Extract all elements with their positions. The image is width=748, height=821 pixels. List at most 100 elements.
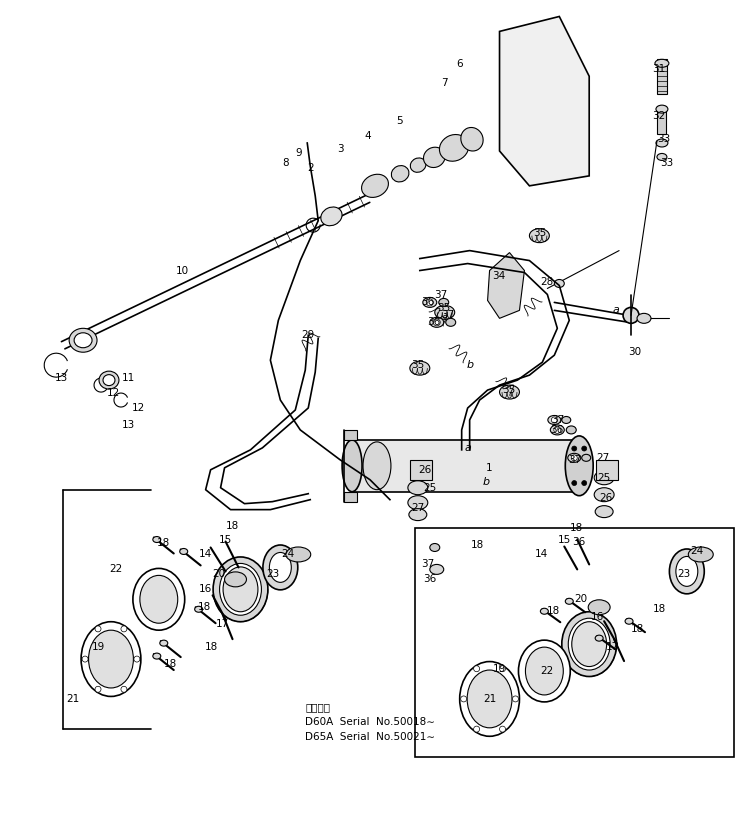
Text: 20: 20 xyxy=(574,594,588,604)
Circle shape xyxy=(82,656,88,662)
Text: 13: 13 xyxy=(55,373,68,383)
Text: 36: 36 xyxy=(427,318,441,328)
Circle shape xyxy=(426,299,433,306)
Ellipse shape xyxy=(568,618,610,670)
Ellipse shape xyxy=(565,436,593,496)
Ellipse shape xyxy=(566,426,576,434)
Circle shape xyxy=(95,686,101,692)
Polygon shape xyxy=(344,492,357,502)
Text: 12: 12 xyxy=(106,388,120,398)
Ellipse shape xyxy=(430,544,440,552)
Text: 26: 26 xyxy=(418,465,432,475)
Text: 24: 24 xyxy=(690,547,703,557)
Text: 18: 18 xyxy=(631,624,643,634)
Ellipse shape xyxy=(518,640,570,702)
Circle shape xyxy=(473,666,479,672)
Circle shape xyxy=(571,446,577,451)
Circle shape xyxy=(554,538,561,545)
Ellipse shape xyxy=(657,154,667,160)
Circle shape xyxy=(433,319,441,326)
Ellipse shape xyxy=(525,647,563,695)
Text: 36: 36 xyxy=(550,425,563,435)
Bar xyxy=(657,59,667,94)
Ellipse shape xyxy=(140,576,178,623)
Ellipse shape xyxy=(460,662,519,736)
Text: 14: 14 xyxy=(199,549,212,559)
Text: 15: 15 xyxy=(219,534,232,544)
Text: 22: 22 xyxy=(109,564,123,575)
Text: 36: 36 xyxy=(421,297,435,307)
Circle shape xyxy=(461,696,467,702)
Circle shape xyxy=(571,455,577,461)
Bar xyxy=(352,440,579,492)
Text: 27: 27 xyxy=(596,453,610,463)
Ellipse shape xyxy=(669,549,705,594)
Ellipse shape xyxy=(688,547,714,562)
Ellipse shape xyxy=(554,279,564,287)
Ellipse shape xyxy=(571,621,607,667)
Text: 37: 37 xyxy=(441,310,454,320)
Ellipse shape xyxy=(269,553,291,582)
Ellipse shape xyxy=(286,547,310,562)
Text: 20: 20 xyxy=(212,570,225,580)
Ellipse shape xyxy=(321,207,342,226)
Polygon shape xyxy=(488,253,524,319)
Bar xyxy=(657,106,666,134)
Ellipse shape xyxy=(656,105,668,113)
Text: 17: 17 xyxy=(605,642,619,652)
Ellipse shape xyxy=(220,563,261,615)
Ellipse shape xyxy=(153,653,161,659)
Ellipse shape xyxy=(361,174,388,197)
Ellipse shape xyxy=(435,305,455,319)
Ellipse shape xyxy=(588,600,610,615)
Ellipse shape xyxy=(562,612,616,677)
Ellipse shape xyxy=(530,229,549,243)
Text: 35: 35 xyxy=(411,360,424,370)
Text: D60A  Serial  No.50018∼: D60A Serial No.50018∼ xyxy=(305,717,435,727)
Text: 37: 37 xyxy=(568,455,582,465)
Ellipse shape xyxy=(565,599,573,604)
Text: 25: 25 xyxy=(598,473,611,483)
Text: 18: 18 xyxy=(198,603,211,612)
Text: 35: 35 xyxy=(437,304,450,314)
Text: 4: 4 xyxy=(365,131,371,141)
Ellipse shape xyxy=(213,557,268,621)
Text: 12: 12 xyxy=(132,403,146,413)
Text: a: a xyxy=(613,305,619,315)
Ellipse shape xyxy=(594,470,614,484)
Circle shape xyxy=(571,480,577,485)
Ellipse shape xyxy=(446,319,456,326)
Text: 18: 18 xyxy=(157,538,171,548)
Ellipse shape xyxy=(411,158,426,172)
Text: D65A  Serial  No.50021∼: D65A Serial No.50021∼ xyxy=(305,732,435,742)
Ellipse shape xyxy=(69,328,97,352)
Ellipse shape xyxy=(595,635,603,641)
Ellipse shape xyxy=(430,564,444,575)
Ellipse shape xyxy=(548,415,561,424)
Circle shape xyxy=(432,576,438,583)
Ellipse shape xyxy=(408,481,428,495)
Ellipse shape xyxy=(582,454,591,461)
Ellipse shape xyxy=(468,670,512,728)
Ellipse shape xyxy=(194,606,203,612)
Text: 19: 19 xyxy=(91,642,105,652)
Ellipse shape xyxy=(444,576,454,584)
Text: 33: 33 xyxy=(657,134,670,144)
Text: 33: 33 xyxy=(660,158,673,168)
Text: 13: 13 xyxy=(122,420,135,430)
Text: 32: 32 xyxy=(652,111,666,121)
Circle shape xyxy=(554,426,561,433)
Circle shape xyxy=(121,686,127,692)
Ellipse shape xyxy=(103,374,115,386)
Circle shape xyxy=(134,656,140,662)
Text: 16: 16 xyxy=(590,612,604,622)
Text: 18: 18 xyxy=(226,521,239,530)
Circle shape xyxy=(551,417,557,423)
Text: 36: 36 xyxy=(573,536,586,547)
Text: 3: 3 xyxy=(337,144,343,154)
Text: 11: 11 xyxy=(122,373,135,383)
Text: 37: 37 xyxy=(551,415,564,425)
Ellipse shape xyxy=(408,496,428,510)
Text: 14: 14 xyxy=(535,549,548,559)
Text: 18: 18 xyxy=(471,539,484,549)
